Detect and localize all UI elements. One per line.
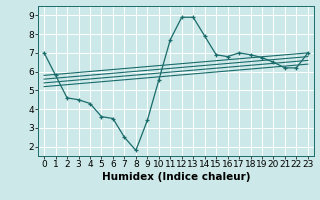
- X-axis label: Humidex (Indice chaleur): Humidex (Indice chaleur): [102, 172, 250, 182]
